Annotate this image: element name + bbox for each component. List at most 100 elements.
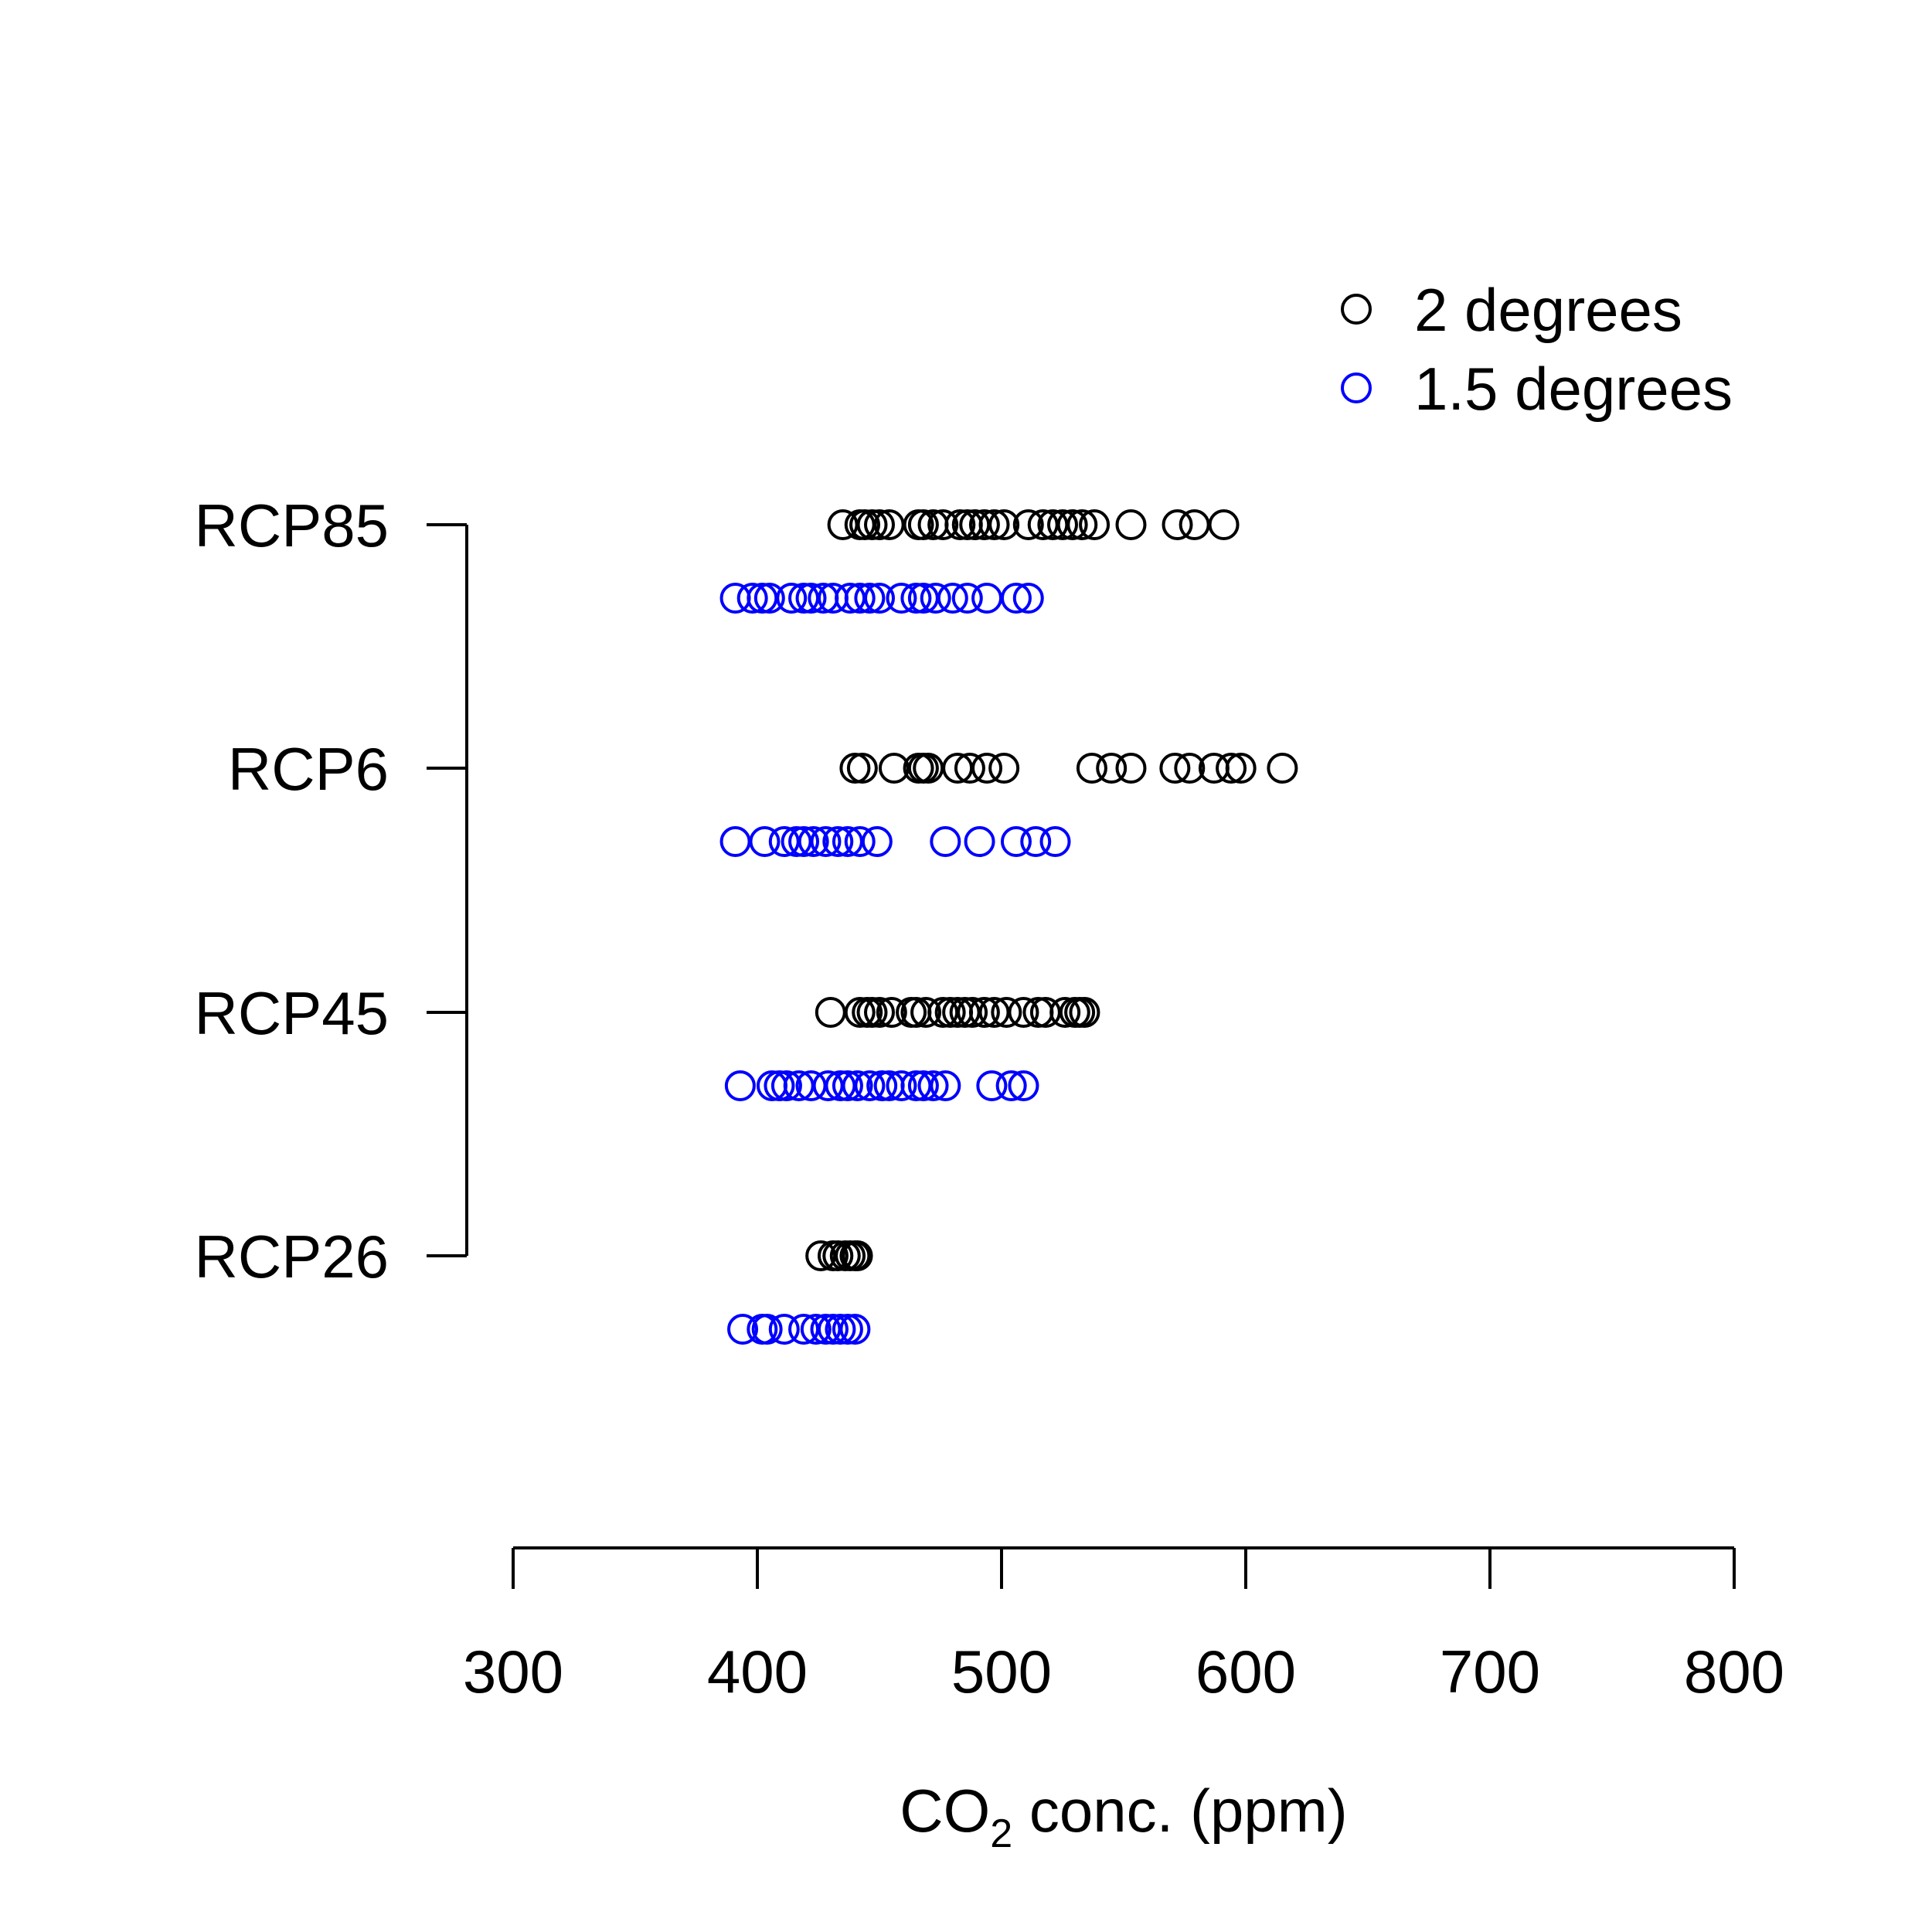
data-point: [753, 583, 785, 614]
x-tick-label: 500: [951, 1638, 1052, 1706]
data-point: [832, 1070, 863, 1101]
data-point: [724, 1070, 756, 1101]
data-point: [1039, 826, 1071, 857]
data-point: [861, 826, 893, 857]
data-point: [1267, 753, 1298, 784]
data-point: [844, 583, 876, 614]
data-point: [849, 509, 881, 540]
data-point: [1096, 753, 1128, 784]
data-point: [978, 509, 1010, 540]
data-point: [944, 509, 976, 540]
data-point: [900, 583, 932, 614]
data-point: [1216, 753, 1247, 784]
data-point: [907, 509, 939, 540]
data-point: [1174, 753, 1206, 784]
data-point: [988, 509, 1020, 540]
data-point: [768, 1314, 800, 1345]
data-point: [976, 1070, 1008, 1101]
data-point: [864, 583, 895, 614]
y-category-label: RCP6: [228, 735, 389, 803]
x-axis-ticks: 300 400 500 600 700 800: [463, 1548, 1784, 1706]
data-point: [749, 826, 781, 857]
x-tick-label: 600: [1196, 1638, 1296, 1706]
data-point: [844, 997, 876, 1028]
data-point: [844, 826, 876, 857]
data-point: [937, 583, 968, 614]
data-point: [930, 826, 961, 857]
data-point: [876, 997, 907, 1028]
data-point: [810, 826, 842, 857]
plot-points: [719, 509, 1298, 1345]
legend-marker-2-degrees: [1341, 294, 1372, 325]
y-category-label: RCP85: [195, 492, 389, 560]
x-axis: 300 400 500 600 700 800 CO2 conc. (ppm): [463, 1546, 1784, 1856]
data-point: [751, 1314, 783, 1345]
data-point: [825, 1314, 856, 1345]
data-point: [776, 583, 808, 614]
data-point: [1066, 509, 1098, 540]
legend-marker-1-5-degrees: [1341, 372, 1372, 403]
data-point: [930, 1070, 961, 1101]
data-point: [832, 1314, 863, 1345]
legend-item-1-5-degrees: 1.5 degrees: [1341, 355, 1733, 423]
data-point: [988, 753, 1020, 784]
y-axis: RCP26 RCP45 RCP6 RCP85: [195, 492, 468, 1291]
data-point: [854, 1070, 886, 1101]
legend-label-2-degrees: 2 degrees: [1414, 276, 1682, 344]
data-point: [1115, 753, 1147, 784]
data-point: [907, 1070, 939, 1101]
data-point: [864, 509, 895, 540]
series-1-5-degrees: [719, 583, 1071, 1345]
data-point: [727, 1314, 759, 1345]
data-point: [1076, 753, 1107, 784]
data-point: [1049, 997, 1081, 1028]
data-point: [817, 1314, 849, 1345]
data-point: [736, 583, 768, 614]
data-point: [822, 1240, 854, 1271]
legend-label-1-5-degrees: 1.5 degrees: [1414, 355, 1733, 423]
data-point: [886, 583, 917, 614]
x-axis-title: CO2 conc. (ppm): [900, 1777, 1347, 1856]
x-tick-label: 400: [707, 1638, 808, 1706]
data-point: [839, 753, 871, 784]
data-point: [788, 826, 820, 857]
data-point: [1069, 997, 1100, 1028]
data-point: [764, 1070, 795, 1101]
data-point: [1208, 509, 1240, 540]
data-point: [846, 753, 878, 784]
data-point: [1012, 509, 1044, 540]
data-point: [886, 1070, 917, 1101]
data-point: [1008, 997, 1039, 1028]
data-point: [934, 997, 966, 1028]
data-point: [1115, 509, 1147, 540]
data-point: [910, 997, 942, 1028]
data-point: [798, 826, 829, 857]
data-point: [917, 1070, 949, 1101]
data-point: [839, 1314, 871, 1345]
data-point: [920, 583, 951, 614]
data-point: [927, 509, 959, 540]
data-point: [866, 1070, 898, 1101]
data-point: [856, 509, 888, 540]
data-point: [1047, 509, 1078, 540]
data-point: [864, 997, 895, 1028]
data-point: [968, 997, 1000, 1028]
data-point: [1225, 753, 1257, 784]
data-point: [968, 509, 1000, 540]
x-tick-label: 300: [463, 1638, 563, 1706]
data-point: [1000, 583, 1032, 614]
data-point: [1000, 826, 1032, 857]
data-point: [1159, 753, 1191, 784]
data-point: [951, 583, 983, 614]
data-point: [822, 826, 854, 857]
y-axis-ticks: RCP26 RCP45 RCP6 RCP85: [195, 492, 467, 1291]
data-point: [842, 1070, 873, 1101]
data-point: [1079, 509, 1111, 540]
series-2-degrees: [805, 509, 1298, 1271]
data-point: [954, 753, 985, 784]
legend-item-2-degrees: 2 degrees: [1341, 276, 1682, 344]
legend: 2 degrees 1.5 degrees: [1341, 276, 1733, 423]
data-point: [991, 997, 1022, 1028]
